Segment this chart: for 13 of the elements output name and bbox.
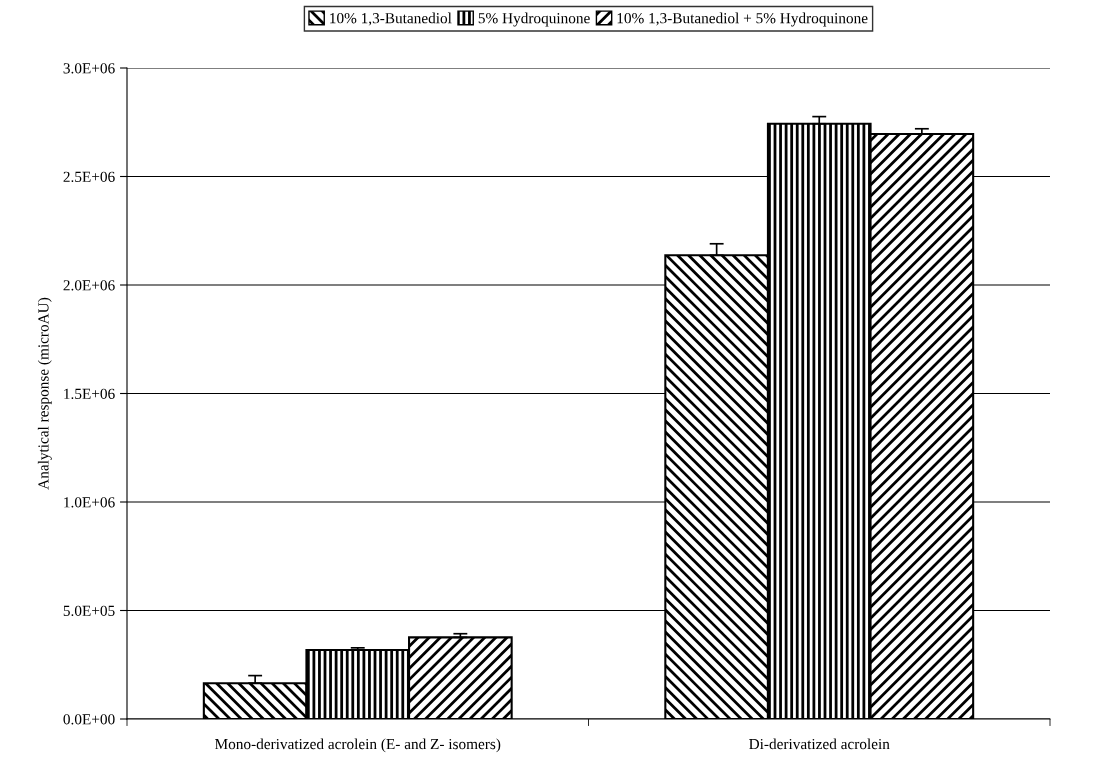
y-tick-label: 2.0E+06 [63,280,115,291]
y-tick-label: 1.0E+06 [64,497,115,508]
y-tick-label: 3.0E+06 [63,63,115,74]
y-tick-label: 5.0E+05 [63,605,115,617]
legend-label: 10% 1,3-Butanediol [330,12,452,26]
y-tick-label: 0.0E+00 [63,714,115,725]
y-tick-label: 1.5E+06 [64,388,115,400]
y-axis-title: Analytical response (microAU) [37,297,52,490]
legend-label: 5% Hydroquinone [478,12,590,27]
y-tick-label: 2.5E+06 [63,171,115,183]
x-tick-label: Di-derivatized acrolein [749,738,890,750]
x-tick-label: Mono-derivatized acrolein (E- and Z- isomers) [215,738,501,753]
legend-label: 10% 1,3-Butanediol + 5% Hydroquinone [617,12,868,27]
